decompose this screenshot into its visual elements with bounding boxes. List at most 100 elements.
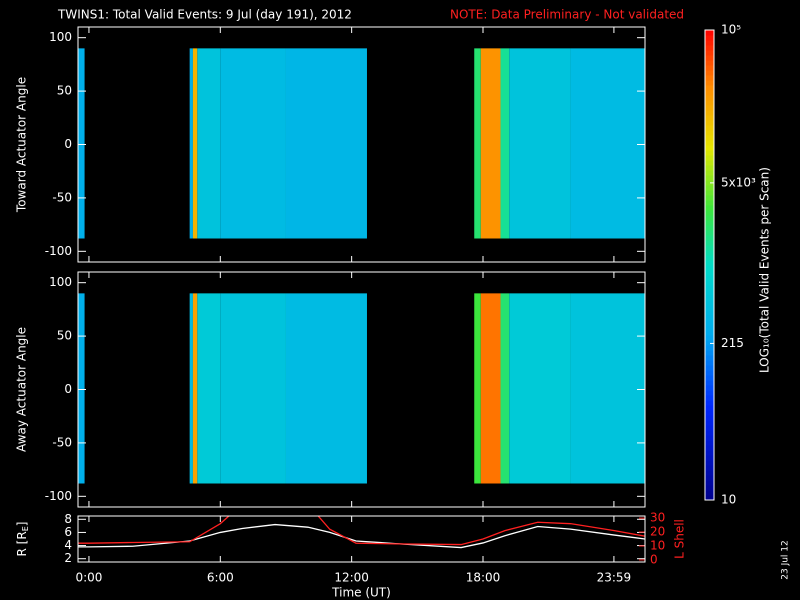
colorbar-cell [705, 420, 714, 426]
colorbar-cell [705, 495, 714, 501]
y-tick-label: 8 [64, 512, 72, 526]
heatmap-cell [192, 48, 198, 239]
colorbar-cell [705, 415, 714, 421]
colorbar-cell [705, 185, 714, 191]
heatmap-cell [220, 293, 286, 484]
colorbar-cell [705, 405, 714, 411]
heatmap-cell [285, 48, 367, 239]
heatmap-cell [500, 293, 510, 484]
colorbar-cell [705, 365, 714, 371]
colorbar-cell [705, 465, 714, 471]
colorbar-tick-label: 10 [721, 493, 736, 507]
y2-tick-label: 30 [650, 511, 665, 525]
heatmap-cell [189, 293, 193, 484]
colorbar-cell [705, 225, 714, 231]
heatmap-cell [474, 293, 481, 484]
panel-frame [77, 271, 646, 508]
x-tick-label: 0:00 [75, 571, 102, 585]
colorbar-cell [705, 125, 714, 131]
colorbar-cell [705, 170, 714, 176]
colorbar-cell [705, 295, 714, 301]
colorbar-cell [705, 160, 714, 166]
panel-frame [77, 26, 646, 263]
x-axis-label: Time (UT) [331, 586, 391, 600]
colorbar-cell [705, 490, 714, 496]
colorbar-cell [705, 450, 714, 456]
colorbar-cell [705, 335, 714, 341]
colorbar-cell [705, 215, 714, 221]
y-axis-label-part: E [21, 526, 30, 531]
colorbar-cell [705, 100, 714, 106]
y-tick-label: 100 [49, 275, 72, 289]
heatmap-cell [509, 293, 571, 484]
y2-axis-label: L Shell [673, 519, 687, 559]
y2-tick-label: 0 [650, 552, 658, 566]
y-tick-label: 2 [64, 551, 72, 565]
date-stamp: 23 Jul 12 [781, 540, 791, 580]
y-tick-label: 50 [57, 329, 72, 343]
colorbar-cell [705, 480, 714, 486]
heatmap-cell [570, 48, 645, 239]
y-axis-label: R [RE] [15, 522, 30, 557]
colorbar-cell [705, 360, 714, 366]
colorbar-cell [705, 330, 714, 336]
colorbar-cell [705, 110, 714, 116]
colorbar-cell [705, 455, 714, 461]
colorbar-cell [705, 280, 714, 286]
colorbar-cell [705, 340, 714, 346]
heatmap-cell [220, 48, 286, 239]
heatmap-cell [509, 48, 571, 239]
x-tick-label: 12:00 [334, 571, 369, 585]
y-axis-label-part: ] [15, 522, 29, 527]
y2-tick-label: 20 [650, 525, 665, 539]
colorbar-cell [705, 315, 714, 321]
colorbar-cell [705, 175, 714, 181]
colorbar-cell [705, 190, 714, 196]
colorbar-cell [705, 35, 714, 41]
colorbar-cell [705, 320, 714, 326]
colorbar-cell [705, 310, 714, 316]
y-tick-label: 0 [64, 382, 72, 396]
colorbar-cell [705, 50, 714, 56]
heatmap-cell [570, 293, 645, 484]
colorbar-cell [705, 45, 714, 51]
colorbar-cell [705, 130, 714, 136]
colorbar-cell [705, 300, 714, 306]
colorbar-cell [705, 430, 714, 436]
colorbar-cell [705, 380, 714, 386]
heatmap-cell [197, 293, 221, 484]
colorbar-label: LOG₁₀(Total Valid Events per Scan) [758, 167, 772, 373]
y2-tick-label: 10 [650, 538, 665, 552]
colorbar-cell [705, 145, 714, 151]
y-tick-label: 0 [64, 137, 72, 151]
colorbar-cell [705, 355, 714, 361]
colorbar-cell [705, 275, 714, 281]
colorbar-cell [705, 150, 714, 156]
colorbar-cell [705, 290, 714, 296]
heatmap-cell [285, 293, 367, 484]
colorbar-cell [705, 60, 714, 66]
x-tick-label: 18:00 [466, 571, 501, 585]
colorbar-cell [705, 250, 714, 256]
y-axis-label-part: R [R [15, 531, 29, 556]
colorbar-cell [705, 180, 714, 186]
colorbar-cell [705, 90, 714, 96]
colorbar-cell [705, 410, 714, 416]
colorbar-cell [705, 140, 714, 146]
colorbar-cell [705, 200, 714, 206]
colorbar-cell [705, 95, 714, 101]
line-series [78, 516, 645, 546]
y-axis-label: Away Actuator Angle [15, 327, 29, 452]
colorbar-cell [705, 65, 714, 71]
colorbar-cell [705, 400, 714, 406]
colorbar-cell [705, 485, 714, 491]
x-tick-label: 23:59 [597, 571, 632, 585]
colorbar-cell [705, 240, 714, 246]
heatmap-cell [197, 48, 221, 239]
colorbar-cell [705, 375, 714, 381]
y-axis-label: Toward Actuator Angle [15, 77, 29, 213]
heatmap-cell [78, 48, 85, 239]
colorbar-cell [705, 80, 714, 86]
colorbar-cell [705, 205, 714, 211]
